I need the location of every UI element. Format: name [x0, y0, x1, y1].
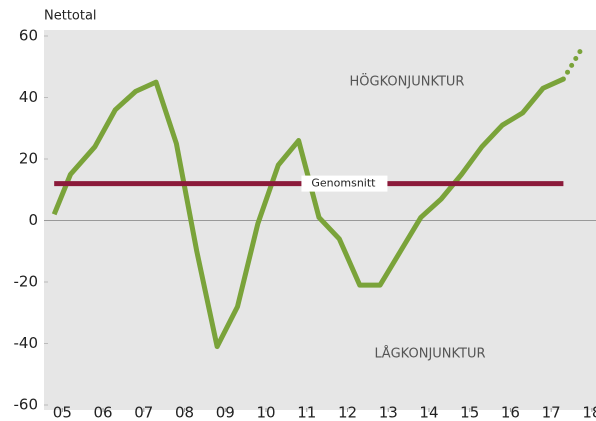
x-tick-label: 12 [338, 404, 357, 421]
x-tick-label: 15 [460, 404, 479, 421]
x-tick-label: 07 [134, 404, 153, 421]
x-tick-label: 08 [175, 404, 194, 421]
x-tick-label: 09 [216, 404, 235, 421]
y-axis-label: Nettotal [44, 9, 97, 24]
y-tick-label: -60 [14, 396, 39, 414]
x-tick-label: 11 [297, 404, 316, 421]
x-tick-label: 10 [256, 404, 275, 421]
forecast-line [560, 42, 587, 82]
annotation: HÖGKONJUNKTUR [350, 73, 465, 90]
y-tick-label: -20 [14, 273, 39, 291]
y-tick-label: -40 [14, 334, 39, 352]
x-tick-label: 06 [94, 404, 113, 421]
x-tick-label: 16 [501, 404, 520, 421]
line-label: Genomsnitt [311, 177, 376, 190]
y-tick-label: 40 [19, 88, 38, 106]
x-tick-label: 18 [582, 404, 596, 421]
line-label-box [301, 175, 388, 192]
x-tick-label: 17 [542, 404, 561, 421]
y-tick-label: 0 [28, 211, 38, 229]
x-tick-label: 13 [379, 404, 398, 421]
x-tick-label: 05 [53, 404, 72, 421]
annotation: LÅGKONJUNKTUR [374, 346, 485, 362]
x-tick-label: 14 [419, 404, 438, 421]
y-tick-label: 20 [19, 150, 38, 168]
y-tick-label: 60 [19, 27, 38, 45]
